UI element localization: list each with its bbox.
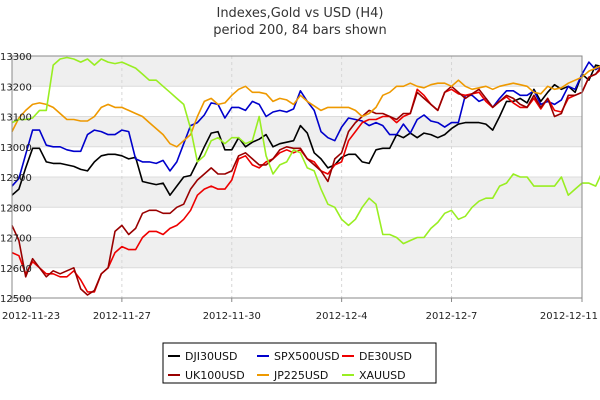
legend-label: XAUUSD — [359, 369, 406, 382]
series-line-spx500usd — [11, 61, 600, 187]
y-tick-label: 13100 — [0, 113, 32, 124]
y-tick-label: 12700 — [0, 234, 32, 245]
x-tick-label: 2012-11-27 — [93, 311, 151, 322]
grid-band — [12, 56, 582, 87]
x-tick-label: 2012-12-4 — [316, 311, 368, 322]
legend-label: DJI30USD — [185, 350, 237, 363]
series-line-uk100usd — [11, 67, 600, 296]
x-tick-label: 2012-12-11 — [540, 311, 598, 322]
y-tick-label: 13300 — [0, 52, 32, 63]
y-tick-label: 13000 — [0, 143, 32, 154]
y-tick-label: 12500 — [0, 294, 32, 305]
legend-label: SPX500USD — [274, 350, 340, 363]
chart-title: Indexes,Gold vs USD (H4) — [216, 6, 383, 21]
x-tick-label: 2012-11-30 — [203, 311, 261, 322]
series-line-jp225usd — [11, 65, 600, 148]
plot-frame — [11, 55, 583, 299]
series-line-de30usd — [11, 69, 600, 293]
chart-subtitle: period 200, 84 bars shown — [213, 23, 387, 38]
legend-box — [162, 342, 437, 384]
legend-label: UK100USD — [185, 369, 245, 382]
y-axis: 12500 12600 12700 12800 12900 13000 13100 13200… — [0, 52, 32, 305]
y-tick-label: 12800 — [0, 203, 32, 214]
legend-label: DE30USD — [359, 350, 412, 363]
x-tick-label: 2012-11-23 — [2, 311, 60, 322]
x-axis: 2012-11-23 2012-11-27 2012-11-30 2012-12-4 2… — [2, 298, 598, 322]
y-tick-label: 12900 — [0, 173, 32, 184]
grid-bands — [12, 56, 582, 268]
legend-label: JP225USD — [273, 369, 328, 382]
grid-band — [12, 177, 582, 208]
series-line-xauusd — [11, 56, 600, 245]
x-tick-label: 2012-12-7 — [426, 311, 478, 322]
y-tick-label: 12600 — [0, 264, 32, 275]
legend: DJI30USD SPX500USD DE30USD UK100USD JP225USD… — [162, 342, 437, 384]
series-lines — [11, 56, 600, 296]
grid-band — [12, 237, 582, 268]
y-tick-label: 13200 — [0, 82, 32, 93]
